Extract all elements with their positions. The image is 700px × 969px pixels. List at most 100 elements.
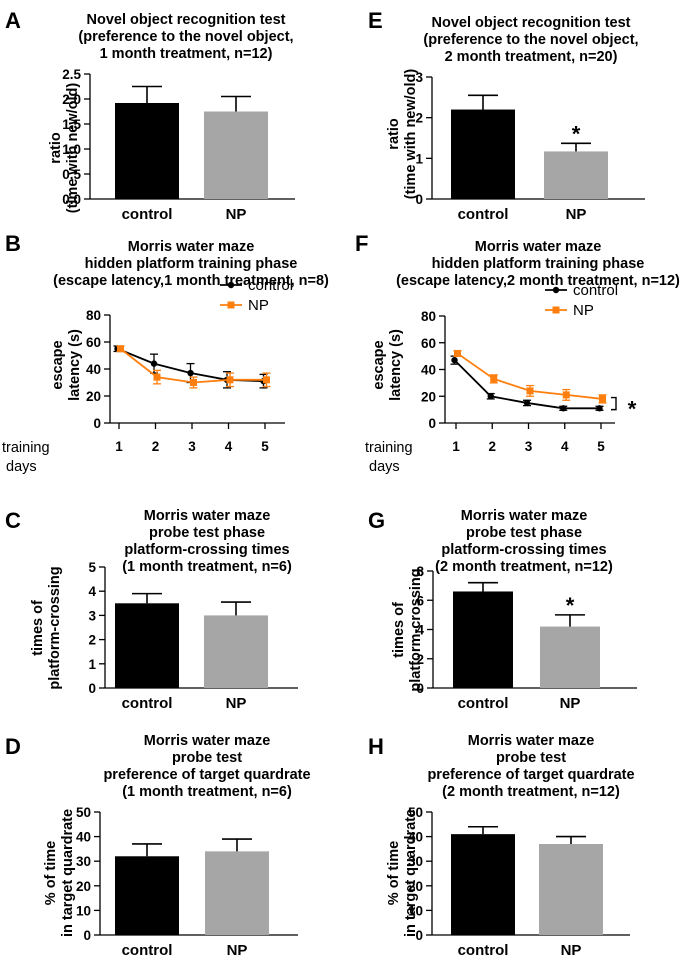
- bar-control: [451, 834, 515, 935]
- x-tick-label: 1: [452, 439, 460, 454]
- y-tick-label: 30: [76, 854, 91, 869]
- y-axis-title-line: % of time: [43, 841, 59, 905]
- x-tick-label: 4: [561, 439, 569, 454]
- y-axis-title-line: (time with new/old): [403, 69, 419, 200]
- y-tick-label: 10: [76, 903, 91, 918]
- category-label-control: control: [458, 206, 509, 223]
- data-point-control: [596, 405, 603, 412]
- y-tick-label: 1.5: [62, 117, 81, 132]
- chart-title-line: Morris water maze: [461, 508, 588, 524]
- data-point-np: [226, 376, 234, 384]
- chart-title-line: platform-crossing times: [124, 542, 289, 558]
- y-tick-label: 50: [408, 805, 423, 820]
- data-point-np: [117, 345, 124, 353]
- y-axis-title-line: (time with new/old): [65, 83, 81, 214]
- bar-np: [539, 843, 603, 935]
- x-tick-label: 1: [115, 439, 123, 454]
- x-tick-label: 2: [152, 439, 160, 454]
- y-axis-title: ratio (time with new/old): [386, 69, 419, 200]
- y-tick-label: 8: [416, 564, 424, 579]
- y-tick-label: 40: [408, 830, 423, 845]
- y-tick-label: 1: [88, 657, 96, 672]
- data-point-np: [490, 375, 498, 383]
- legend-label-np: NP: [573, 302, 594, 319]
- data-point-control: [187, 369, 194, 377]
- panel-d-letter: D: [5, 734, 21, 759]
- y-tick-label: 4: [88, 584, 96, 599]
- y-axis-title-line: in target quardrate: [403, 809, 419, 937]
- chart-title-line: (2 month treatment, n=12): [442, 784, 620, 800]
- x-tick-label: 4: [225, 439, 233, 454]
- y-tick-label: 20: [421, 389, 436, 404]
- data-point-control: [487, 393, 494, 400]
- bar-np: [544, 151, 608, 199]
- y-tick-label: 0: [416, 681, 424, 696]
- x-tick-label: 2: [488, 439, 496, 454]
- legend-label-np: NP: [248, 297, 269, 314]
- y-tick-label: 0: [415, 928, 423, 943]
- y-tick-label: 1.0: [62, 142, 81, 157]
- data-point-control: [560, 405, 567, 412]
- category-label-control: control: [458, 695, 509, 712]
- data-point-np: [526, 387, 534, 395]
- bar-control: [115, 856, 179, 935]
- y-axis-title: times of platform-crossing: [391, 568, 424, 691]
- y-tick-label: 0: [88, 681, 96, 696]
- y-tick-label: 0: [415, 192, 423, 207]
- x-tick-label: 5: [597, 439, 605, 454]
- chart-title-line: probe test: [172, 750, 242, 766]
- y-axis-title-line: in target quardrate: [60, 809, 76, 937]
- y-tick-label: 0: [83, 928, 91, 943]
- y-axis-title-line: latency (s): [388, 329, 404, 401]
- significance-star: *: [572, 121, 581, 146]
- chart-title-line: Morris water maze: [144, 733, 271, 749]
- significance-star: *: [628, 397, 637, 422]
- panel-e-letter: E: [368, 8, 383, 33]
- significance-star: *: [566, 593, 575, 618]
- chart-title-line: (escape latency,2 month treatment, n=12): [396, 273, 680, 289]
- panel-f-letter: F: [355, 231, 368, 256]
- y-tick-label: 2: [416, 652, 424, 667]
- category-label-control: control: [122, 206, 173, 223]
- bar-np: [204, 615, 268, 688]
- y-tick-label: 40: [421, 363, 436, 378]
- y-tick-label: 40: [76, 830, 91, 845]
- category-label-np: NP: [227, 942, 248, 959]
- y-tick-label: 2: [415, 111, 423, 126]
- y-axis-title-line: platform-crossing: [408, 568, 424, 691]
- y-axis-title: ratio (time with new/old): [48, 83, 81, 214]
- data-point-np: [454, 349, 461, 357]
- chart-title-line: probe test phase: [466, 525, 582, 541]
- x-axis-title-line: training: [365, 440, 413, 456]
- chart-title-line: Morris water maze: [128, 239, 255, 255]
- y-tick-label: 3: [415, 70, 423, 85]
- y-tick-label: 2.5: [62, 67, 81, 82]
- legend-label-control: control: [573, 282, 618, 299]
- y-axis-title-line: % of time: [386, 841, 402, 905]
- y-axis-title-line: times of: [391, 602, 407, 658]
- data-point-np: [263, 376, 270, 384]
- panel-c-letter: C: [5, 508, 21, 533]
- data-point-np: [153, 373, 161, 381]
- data-point-control: [451, 356, 458, 364]
- y-axis-title-line: platform-crossing: [47, 566, 63, 689]
- x-tick-label: 3: [525, 439, 533, 454]
- chart-title-line: preference of target quardrate: [103, 767, 310, 783]
- y-tick-label: 20: [86, 389, 101, 404]
- y-tick-label: 0.5: [62, 167, 81, 182]
- chart-title-line: Morris water maze: [144, 508, 271, 524]
- significance-bracket: [611, 396, 617, 411]
- panel-b-letter: B: [5, 231, 21, 256]
- category-label-np: NP: [560, 695, 581, 712]
- y-tick-label: 5: [88, 560, 96, 575]
- category-label-control: control: [122, 695, 173, 712]
- x-axis-title-line: days: [6, 459, 37, 475]
- y-tick-label: 0: [428, 416, 436, 431]
- panel-e: E Novel object recognition test(preferenc…: [368, 8, 645, 223]
- chart-title-line: 2 month treatment, n=20): [445, 49, 618, 65]
- chart-title-line: (2 month treatment, n=12): [435, 559, 613, 575]
